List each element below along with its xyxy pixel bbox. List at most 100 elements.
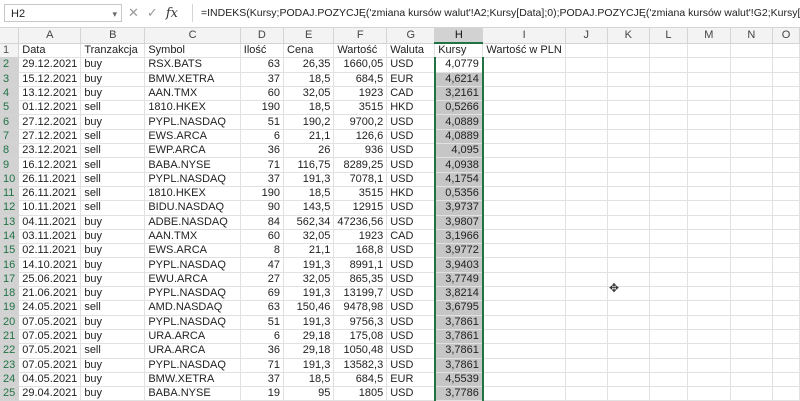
- cell[interactable]: [730, 343, 774, 359]
- cell[interactable]: [607, 114, 650, 130]
- cell[interactable]: [687, 86, 731, 102]
- cell[interactable]: 63: [240, 57, 285, 73]
- cell[interactable]: [607, 57, 650, 73]
- header-cell[interactable]: Tranzakcja: [80, 43, 146, 59]
- cell[interactable]: 12915: [333, 200, 388, 216]
- cell[interactable]: [730, 57, 774, 73]
- cell[interactable]: [687, 386, 731, 401]
- cell[interactable]: 32,05: [283, 229, 335, 245]
- header-cell[interactable]: Kursy: [434, 43, 484, 59]
- cell[interactable]: [565, 86, 608, 102]
- cell[interactable]: 13199,7: [333, 286, 388, 302]
- cell[interactable]: sell: [80, 172, 146, 187]
- cell[interactable]: [607, 186, 650, 202]
- cell[interactable]: [687, 286, 731, 302]
- cell[interactable]: USD: [386, 272, 436, 288]
- cell[interactable]: 4,6214: [433, 72, 484, 87]
- cell[interactable]: [730, 129, 774, 145]
- cell[interactable]: [687, 229, 731, 245]
- cell[interactable]: buy: [80, 72, 146, 87]
- cell[interactable]: 60: [240, 229, 285, 245]
- cell[interactable]: [565, 186, 608, 202]
- cell[interactable]: 13.12.2021: [18, 86, 82, 102]
- cell[interactable]: [687, 272, 731, 288]
- cell[interactable]: [649, 129, 689, 145]
- cell[interactable]: 684,5: [333, 372, 388, 388]
- cell[interactable]: [772, 129, 800, 145]
- header-cell[interactable]: [607, 43, 650, 59]
- column-header-l[interactable]: L: [649, 28, 689, 44]
- column-header-g[interactable]: G: [386, 28, 436, 44]
- cell[interactable]: 936: [333, 143, 388, 159]
- cell[interactable]: USD: [386, 157, 436, 173]
- cell[interactable]: 04.05.2021: [18, 372, 82, 388]
- cell[interactable]: [730, 300, 774, 316]
- cell[interactable]: [565, 257, 608, 273]
- cell[interactable]: [730, 157, 774, 173]
- cell[interactable]: 191,3: [283, 358, 335, 373]
- cell[interactable]: 8991,1: [333, 257, 388, 273]
- cell[interactable]: 13582,3: [333, 358, 388, 373]
- cell[interactable]: 3,7861: [433, 343, 484, 359]
- header-cell[interactable]: [772, 43, 800, 59]
- cell[interactable]: 47: [240, 257, 285, 273]
- cell[interactable]: 24.05.2021: [18, 300, 82, 316]
- cell[interactable]: [649, 286, 689, 302]
- cell[interactable]: [649, 229, 689, 245]
- cell[interactable]: [730, 386, 774, 401]
- cell[interactable]: [565, 200, 608, 216]
- header-cell[interactable]: [730, 43, 774, 59]
- cell[interactable]: [607, 386, 650, 401]
- column-header-j[interactable]: J: [565, 28, 608, 44]
- cell[interactable]: 3,9807: [433, 215, 484, 230]
- cell[interactable]: [565, 358, 608, 373]
- cell[interactable]: 1810.HKEX: [144, 100, 241, 116]
- cell[interactable]: [730, 372, 774, 388]
- column-header-m[interactable]: M: [687, 28, 731, 44]
- cell[interactable]: HKD: [386, 100, 436, 116]
- cell[interactable]: [607, 329, 650, 345]
- cell[interactable]: sell: [80, 300, 146, 316]
- cell[interactable]: sell: [80, 100, 146, 116]
- cell[interactable]: USD: [386, 172, 436, 187]
- row-header[interactable]: 6: [0, 114, 20, 130]
- cell[interactable]: 04.11.2021: [18, 215, 82, 230]
- row-header[interactable]: 4: [0, 86, 20, 102]
- cell[interactable]: [730, 114, 774, 130]
- cell[interactable]: [607, 372, 650, 388]
- cell[interactable]: [687, 143, 731, 159]
- cell[interactable]: buy: [80, 114, 146, 130]
- cell[interactable]: 9478,98: [333, 300, 388, 316]
- cell[interactable]: USD: [386, 215, 436, 230]
- cell[interactable]: [607, 343, 650, 359]
- cell[interactable]: 36: [240, 343, 285, 359]
- cell[interactable]: [482, 200, 566, 216]
- cell[interactable]: 37: [240, 372, 285, 388]
- row-header[interactable]: 5: [0, 100, 20, 116]
- cell[interactable]: 3,7786: [433, 386, 484, 401]
- cell[interactable]: [482, 257, 566, 273]
- cell[interactable]: 27.12.2021: [18, 129, 82, 145]
- row-header[interactable]: 22: [0, 343, 20, 359]
- cell[interactable]: [687, 257, 731, 273]
- cell[interactable]: [649, 358, 689, 373]
- cell[interactable]: [772, 343, 800, 359]
- cell[interactable]: 0,5266: [433, 100, 484, 116]
- cell[interactable]: [482, 86, 566, 102]
- cell[interactable]: USD: [386, 257, 436, 273]
- cell[interactable]: [687, 157, 731, 173]
- cell[interactable]: [649, 386, 689, 401]
- column-header-n[interactable]: N: [730, 28, 774, 44]
- cell[interactable]: [482, 386, 566, 401]
- cell[interactable]: [482, 129, 566, 145]
- cell[interactable]: PYPL.NASDAQ: [144, 114, 241, 130]
- row-header[interactable]: 17: [0, 272, 20, 288]
- column-header-h[interactable]: H: [434, 28, 484, 44]
- cell[interactable]: 4,5539: [433, 372, 484, 388]
- name-box[interactable]: H2 ▾: [4, 4, 122, 22]
- cell[interactable]: 3,1966: [433, 229, 484, 245]
- cell[interactable]: [607, 229, 650, 245]
- cell[interactable]: [607, 300, 650, 316]
- cell[interactable]: [687, 200, 731, 216]
- cell[interactable]: [687, 329, 731, 345]
